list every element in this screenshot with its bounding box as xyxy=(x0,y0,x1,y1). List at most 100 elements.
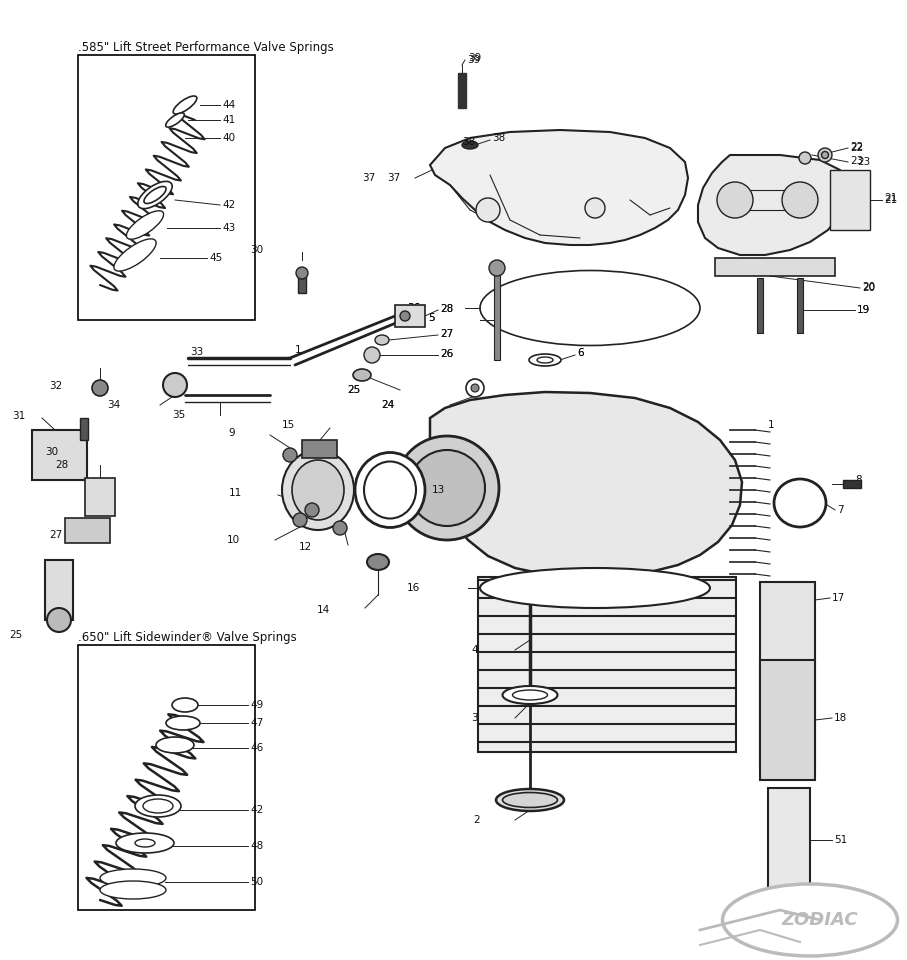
Text: 24: 24 xyxy=(382,400,395,410)
Circle shape xyxy=(471,384,479,392)
Text: 28: 28 xyxy=(440,304,454,314)
Text: 1: 1 xyxy=(768,420,775,430)
Circle shape xyxy=(782,182,818,218)
Bar xyxy=(298,273,306,293)
Ellipse shape xyxy=(355,452,425,527)
Circle shape xyxy=(283,448,297,462)
Text: .650" Lift Sidewinder® Valve Springs: .650" Lift Sidewinder® Valve Springs xyxy=(78,632,297,644)
Ellipse shape xyxy=(135,839,155,847)
Text: 6: 6 xyxy=(577,348,583,358)
Ellipse shape xyxy=(144,186,166,204)
Text: 47: 47 xyxy=(250,718,263,728)
Bar xyxy=(32,430,87,480)
Text: ZODIAC: ZODIAC xyxy=(782,911,858,929)
Ellipse shape xyxy=(367,554,389,570)
Text: 50: 50 xyxy=(250,877,263,887)
Text: 23: 23 xyxy=(850,156,863,166)
Text: 45: 45 xyxy=(209,253,222,263)
Text: 4: 4 xyxy=(472,645,478,655)
Ellipse shape xyxy=(126,211,163,239)
Text: 40: 40 xyxy=(222,133,235,143)
Text: 33: 33 xyxy=(190,347,203,357)
Text: 46: 46 xyxy=(250,743,263,753)
Text: 14: 14 xyxy=(317,605,330,615)
Circle shape xyxy=(333,521,347,535)
Ellipse shape xyxy=(172,698,198,712)
Text: 49: 49 xyxy=(250,700,263,710)
Text: 22: 22 xyxy=(850,142,863,152)
Text: 28: 28 xyxy=(440,304,454,314)
Text: .585" Lift Street Performance Valve Springs: .585" Lift Street Performance Valve Spri… xyxy=(78,41,334,55)
Ellipse shape xyxy=(116,833,174,853)
Text: 17: 17 xyxy=(832,593,845,603)
Text: 15: 15 xyxy=(282,420,295,430)
Text: 20: 20 xyxy=(862,283,875,293)
Text: 31: 31 xyxy=(12,411,25,421)
Text: 48: 48 xyxy=(250,841,263,851)
Text: 26: 26 xyxy=(440,349,454,359)
Text: 25: 25 xyxy=(9,630,22,640)
Bar xyxy=(65,518,110,543)
Text: 5: 5 xyxy=(428,313,435,323)
Circle shape xyxy=(466,379,484,397)
Circle shape xyxy=(409,450,485,526)
Circle shape xyxy=(163,373,187,397)
Bar xyxy=(715,258,835,276)
Circle shape xyxy=(305,503,319,517)
Ellipse shape xyxy=(173,96,197,114)
Bar xyxy=(458,73,466,108)
Bar xyxy=(757,278,763,333)
Text: 39: 39 xyxy=(468,53,482,63)
Ellipse shape xyxy=(166,716,200,730)
Ellipse shape xyxy=(512,690,548,700)
Text: 12: 12 xyxy=(298,542,312,552)
Bar xyxy=(760,582,815,767)
Text: 8: 8 xyxy=(855,475,862,485)
Text: 36: 36 xyxy=(406,303,420,313)
Text: 3: 3 xyxy=(472,713,478,723)
Text: 5: 5 xyxy=(428,313,435,323)
Text: 34: 34 xyxy=(107,400,120,410)
Circle shape xyxy=(395,436,499,540)
Text: 6: 6 xyxy=(577,348,583,358)
Circle shape xyxy=(400,311,410,321)
Bar xyxy=(85,478,115,516)
Ellipse shape xyxy=(480,568,710,608)
Text: 51: 51 xyxy=(834,835,847,845)
Bar xyxy=(78,55,255,320)
Ellipse shape xyxy=(292,460,344,520)
Text: 21: 21 xyxy=(884,193,897,203)
Text: 2: 2 xyxy=(473,815,480,825)
Text: 20: 20 xyxy=(862,282,875,292)
Ellipse shape xyxy=(135,795,181,817)
Bar xyxy=(494,270,500,360)
Text: 10: 10 xyxy=(227,535,240,545)
Bar xyxy=(302,440,337,458)
Ellipse shape xyxy=(723,884,898,956)
Text: 25: 25 xyxy=(346,385,360,395)
Circle shape xyxy=(489,260,505,276)
Text: 27: 27 xyxy=(440,329,454,339)
Text: 23: 23 xyxy=(857,157,870,167)
Ellipse shape xyxy=(462,141,478,149)
Polygon shape xyxy=(430,130,688,245)
Ellipse shape xyxy=(799,152,811,164)
Ellipse shape xyxy=(818,148,832,162)
Text: 44: 44 xyxy=(222,100,235,110)
Circle shape xyxy=(364,347,380,363)
Bar xyxy=(45,560,73,620)
Ellipse shape xyxy=(502,686,558,704)
Ellipse shape xyxy=(114,239,156,271)
Ellipse shape xyxy=(496,789,564,811)
Ellipse shape xyxy=(166,113,184,127)
Ellipse shape xyxy=(364,462,416,518)
Text: 36: 36 xyxy=(406,303,420,313)
Text: 19: 19 xyxy=(857,305,870,315)
Bar xyxy=(78,645,255,910)
Ellipse shape xyxy=(537,357,553,363)
Text: 35: 35 xyxy=(171,410,185,420)
Text: 19: 19 xyxy=(857,305,870,315)
Bar xyxy=(478,577,736,752)
Text: 27: 27 xyxy=(49,530,62,540)
Text: 21: 21 xyxy=(884,195,897,205)
